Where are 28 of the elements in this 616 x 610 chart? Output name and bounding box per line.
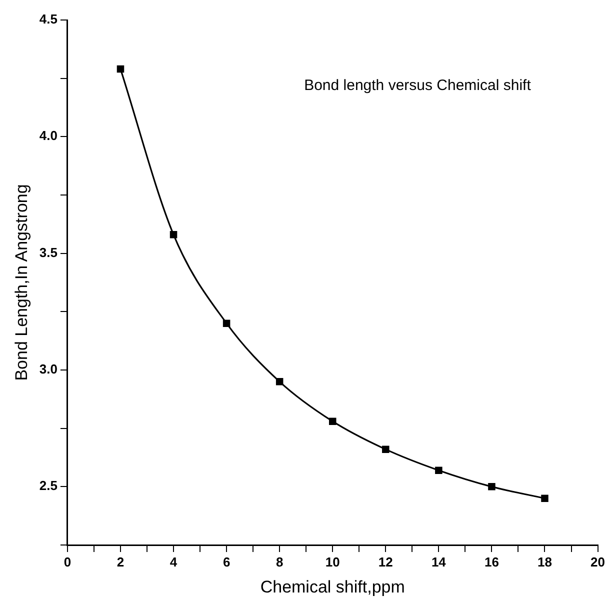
point (116, 65, 124, 73)
x-tick-label: 6 (222, 554, 230, 570)
y-tick-label: 4.0 (39, 128, 58, 144)
x-tick-label: 18 (538, 554, 552, 570)
point (488, 483, 496, 490)
point (222, 320, 230, 327)
y-axis-title: Bond Length,In Angstrong (12, 184, 31, 381)
x-tick-label: 16 (484, 554, 499, 570)
x-tick-label: 14 (431, 554, 447, 570)
x-tick-label: 0 (64, 554, 72, 570)
point (276, 378, 284, 386)
y-tick-label: 2.5 (39, 478, 58, 494)
x-tick-label: 12 (378, 554, 393, 570)
y-tick-label: 4.5 (39, 12, 58, 27)
x-tick-label: 20 (590, 554, 606, 570)
point (328, 418, 336, 425)
point (435, 466, 442, 474)
y-tick-label: 3.0 (39, 362, 58, 377)
x-tick-label: 4 (170, 554, 178, 570)
y-tick-label: 3.5 (39, 244, 58, 260)
x-tick-label: 2 (116, 554, 124, 570)
point (541, 494, 548, 502)
x-axis-title: Chemical shift,ppm (260, 577, 405, 596)
x-tick-label: 10 (325, 554, 340, 570)
text: Bond length versus Chemical shift (304, 77, 532, 94)
point (170, 231, 178, 238)
x-tick-label: 8 (276, 554, 284, 570)
point (382, 446, 390, 453)
